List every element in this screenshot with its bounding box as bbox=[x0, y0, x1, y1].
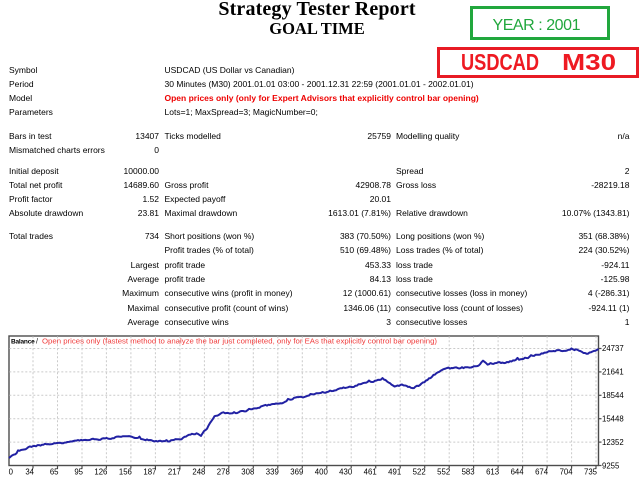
svg-text:339: 339 bbox=[266, 468, 279, 477]
svg-text:583: 583 bbox=[462, 468, 475, 477]
svg-text:704: 704 bbox=[560, 468, 574, 477]
svg-text:0: 0 bbox=[9, 468, 14, 477]
svg-text:400: 400 bbox=[315, 468, 329, 477]
svg-text:522: 522 bbox=[413, 468, 426, 477]
svg-text:552: 552 bbox=[437, 468, 450, 477]
svg-text:Open prices only (fastest meth: Open prices only (fastest method to anal… bbox=[42, 337, 438, 346]
svg-text:95: 95 bbox=[74, 468, 83, 477]
svg-text:491: 491 bbox=[388, 468, 401, 477]
svg-text:187: 187 bbox=[143, 468, 156, 477]
svg-text:9255: 9255 bbox=[602, 462, 620, 471]
svg-text:461: 461 bbox=[364, 468, 377, 477]
svg-text:248: 248 bbox=[192, 468, 205, 477]
svg-text:156: 156 bbox=[119, 468, 132, 477]
svg-text:735: 735 bbox=[584, 468, 598, 477]
svg-text:430: 430 bbox=[339, 468, 353, 477]
svg-text:278: 278 bbox=[217, 468, 230, 477]
svg-text:34: 34 bbox=[25, 468, 34, 477]
svg-text:308: 308 bbox=[241, 468, 254, 477]
svg-text:613: 613 bbox=[486, 468, 499, 477]
svg-text:24737: 24737 bbox=[602, 344, 624, 353]
svg-text:65: 65 bbox=[50, 468, 59, 477]
svg-text:18544: 18544 bbox=[602, 391, 624, 400]
svg-text:126: 126 bbox=[94, 468, 107, 477]
svg-text:217: 217 bbox=[168, 468, 181, 477]
svg-text:Balance: Balance bbox=[11, 339, 35, 346]
svg-text:21641: 21641 bbox=[602, 368, 624, 377]
svg-text:12352: 12352 bbox=[602, 438, 624, 447]
svg-text:644: 644 bbox=[511, 468, 525, 477]
svg-text:15448: 15448 bbox=[602, 414, 624, 423]
svg-text:/: / bbox=[36, 339, 38, 346]
svg-text:674: 674 bbox=[535, 468, 549, 477]
svg-text:369: 369 bbox=[290, 468, 303, 477]
